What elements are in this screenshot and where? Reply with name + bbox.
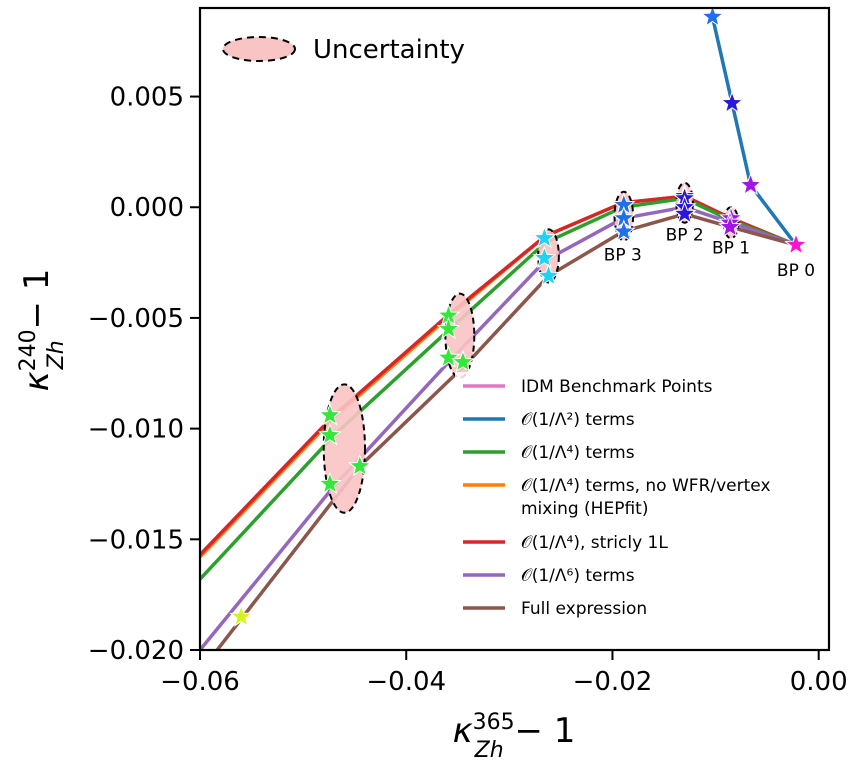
benchmark-star (348, 453, 372, 477)
x-tick-label: −0.06 (160, 667, 240, 697)
plot-frame (198, 6, 831, 652)
benchmark-star (720, 90, 744, 114)
x-tick-label: −0.04 (366, 667, 446, 697)
x-axis-title-sup: 365 (473, 710, 515, 735)
x-axis-title: κ365 Zh − 1 (453, 710, 576, 763)
benchmark-star (451, 349, 475, 373)
x-tick-label: 0.00 (790, 667, 848, 697)
benchmark-star (700, 8, 725, 27)
benchmark-star (784, 232, 808, 255)
bp-label: BP 1 (712, 239, 750, 259)
bp-label: BP 2 (666, 225, 704, 245)
legend-label: 𝒪(1/Λ⁶) terms (521, 566, 635, 586)
x-axis-title-sub: Zh (474, 738, 504, 763)
benchmark-star (536, 263, 561, 286)
legend-label-line2: mixing (HEPfit) (521, 499, 648, 519)
uncertainty-legend: Uncertainty (222, 35, 465, 65)
y-tick-label: −0.005 (88, 304, 184, 334)
x-axis-title-main: κ (453, 711, 473, 751)
legend-label: 𝒪(1/Λ²) terms (521, 410, 635, 430)
legend-label: 𝒪(1/Λ⁴) terms, no WFR/vertex (521, 476, 771, 496)
y-axis-title-sub: Zh (44, 340, 69, 370)
bp-label: BP 0 (777, 261, 815, 281)
benchmark-star (318, 422, 342, 446)
y-axis-title-sup: 240 (16, 329, 41, 371)
y-tick-label: −0.015 (88, 525, 184, 555)
y-axis-title: κ240 Zh − 1 (16, 269, 69, 392)
x-axis-title-tail: − 1 (504, 711, 576, 751)
legend-label: 𝒪(1/Λ⁴), stricly 1L (521, 533, 668, 553)
benchmark-star (318, 402, 342, 426)
legend-label: Full expression (521, 599, 647, 619)
benchmark-star (611, 219, 636, 242)
y-tick-label: 0.000 (110, 193, 184, 223)
benchmark-star (672, 201, 697, 224)
benchmark-star (532, 245, 557, 269)
benchmark-star (718, 214, 742, 238)
series-line-0 (710, 16, 798, 246)
y-axis-title-tail: − 1 (17, 269, 57, 341)
uncertainty-legend-swatch (222, 36, 296, 62)
y-axis-title-main: κ (17, 371, 57, 391)
bp-label: BP 3 (604, 245, 642, 265)
benchmark-star (318, 471, 342, 495)
benchmark-star (436, 345, 461, 368)
y-tick-label: −0.010 (88, 415, 184, 445)
y-tick-label: 0.005 (110, 83, 184, 113)
benchmark-star (532, 225, 557, 249)
benchmark-star (738, 172, 763, 196)
x-tick-label: −0.02 (573, 667, 653, 697)
uncertainty-legend-label: Uncertainty (313, 35, 465, 65)
benchmark-star (229, 604, 254, 627)
legend-background (455, 372, 827, 640)
legend: IDM Benchmark Points 𝒪(1/Λ²) terms 𝒪(1/Λ⁴)… (455, 372, 827, 640)
legend-label: IDM Benchmark Points (521, 377, 713, 397)
y-tick-label: −0.020 (88, 636, 184, 666)
benchmark-star (436, 316, 461, 340)
legend-label: 𝒪(1/Λ⁴) terms (521, 443, 635, 463)
